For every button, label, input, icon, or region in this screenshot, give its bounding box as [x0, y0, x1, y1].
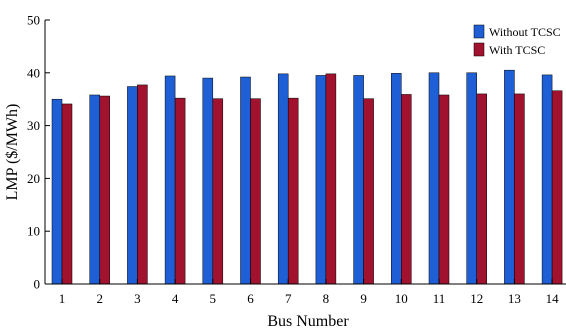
legend-label-without-tcsc: Without TCSC [489, 25, 561, 39]
x-tick-label-5: 5 [210, 291, 217, 306]
bar-without-tcsc-bus-7 [277, 73, 289, 285]
x-tick-label-7: 7 [285, 291, 292, 306]
bar-with-tcsc-bus-7 [287, 97, 299, 285]
x-tick-label-11: 11 [433, 291, 446, 306]
bar-without-tcsc-bus-3 [127, 86, 138, 285]
x-tick-label-9: 9 [360, 291, 367, 306]
legend-box [470, 22, 565, 58]
bar-with-tcsc-bus-11 [438, 94, 450, 285]
bar-without-tcsc-bus-8 [315, 75, 327, 285]
y-tick-label-40: 40 [27, 65, 40, 80]
y-tick-label-50: 50 [27, 13, 40, 28]
bar-without-tcsc-bus-14 [541, 74, 553, 285]
bar-with-tcsc-bus-14 [551, 90, 563, 285]
bar-with-tcsc-bus-12 [476, 93, 487, 285]
bar-with-tcsc-bus-5 [212, 98, 224, 285]
bar-without-tcsc-bus-1 [51, 98, 63, 285]
y-tick-label-30: 30 [27, 118, 40, 133]
x-tick-label-4: 4 [172, 291, 179, 306]
y-tick-label-0: 0 [34, 277, 41, 292]
bar-with-tcsc-bus-2 [99, 95, 110, 285]
x-tick-label-13: 13 [508, 291, 521, 306]
bar-with-tcsc-bus-3 [137, 84, 148, 285]
bar-with-tcsc-bus-9 [363, 98, 374, 285]
bar-with-tcsc-bus-8 [325, 73, 337, 285]
bar-without-tcsc-bus-10 [391, 73, 402, 285]
bar-with-tcsc-bus-1 [61, 103, 73, 285]
x-tick-label-6: 6 [247, 291, 254, 306]
legend-swatch-without-tcsc [473, 24, 485, 39]
y-axis-title: LMP ($/MWh) [4, 104, 21, 201]
axes-layer [44, 20, 566, 285]
bar-with-tcsc-bus-6 [250, 98, 261, 285]
x-tick-label-12: 12 [470, 291, 483, 306]
bar-without-tcsc-bus-12 [466, 72, 477, 285]
bars-layer [51, 69, 563, 285]
bar-without-tcsc-bus-2 [89, 94, 100, 285]
x-axis-title: Bus Number [267, 313, 349, 329]
y-tick-label-10: 10 [27, 224, 40, 239]
legend: Without TCSC With TCSC [470, 22, 565, 58]
legend-label-with-tcsc: With TCSC [489, 43, 545, 57]
bar-without-tcsc-bus-13 [504, 69, 515, 285]
x-tick-label-1: 1 [59, 291, 66, 306]
bar-without-tcsc-bus-9 [353, 75, 364, 285]
x-tick-label-10: 10 [395, 291, 408, 306]
bar-without-tcsc-bus-6 [240, 76, 251, 285]
x-tick-label-2: 2 [96, 291, 103, 306]
x-tick-label-8: 8 [323, 291, 330, 306]
bar-without-tcsc-bus-11 [428, 72, 440, 285]
bar-without-tcsc-bus-5 [202, 77, 214, 285]
bar-with-tcsc-bus-10 [401, 94, 412, 285]
bar-with-tcsc-bus-4 [174, 97, 186, 285]
x-tick-label-3: 3 [134, 291, 141, 306]
x-tick-label-14: 14 [546, 291, 560, 306]
bar-without-tcsc-bus-4 [164, 75, 176, 285]
legend-swatch-with-tcsc [473, 42, 485, 57]
bar-with-tcsc-bus-13 [514, 93, 525, 285]
y-tick-label-20: 20 [27, 171, 40, 186]
